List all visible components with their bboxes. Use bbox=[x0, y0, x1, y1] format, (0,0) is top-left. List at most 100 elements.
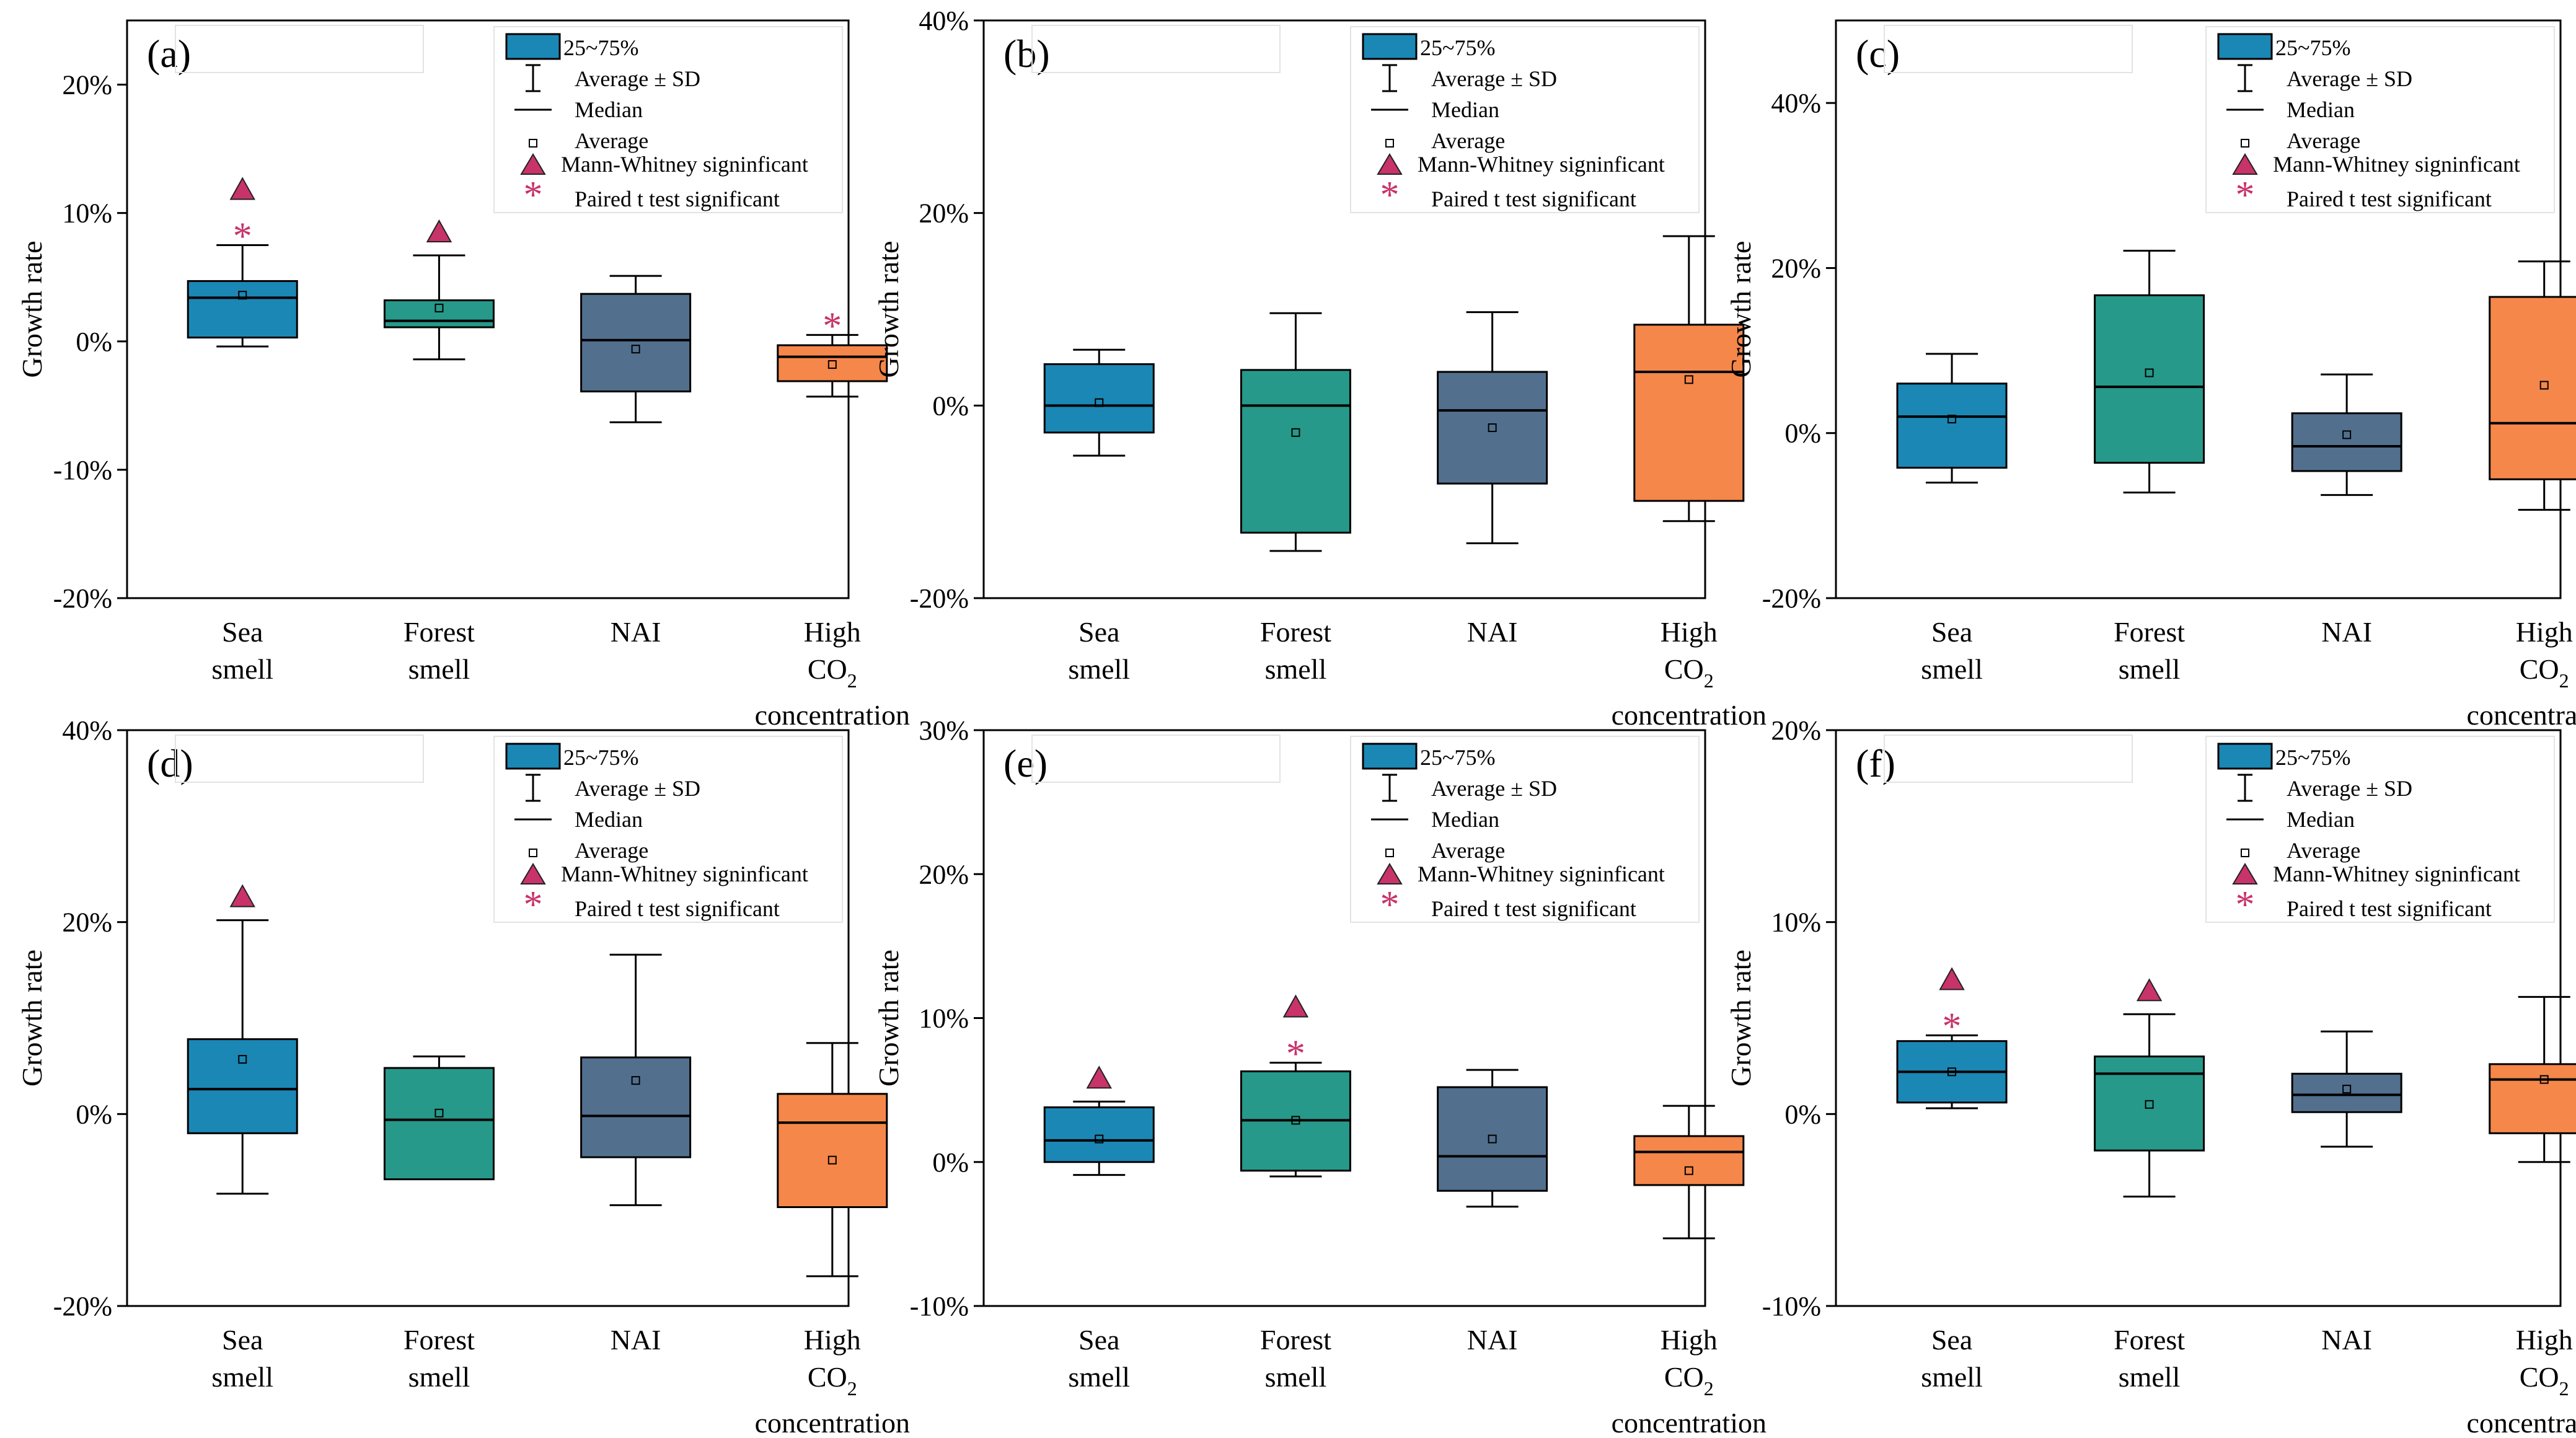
category-label-line1: High bbox=[2516, 1324, 2573, 1356]
y-tick-label: -20% bbox=[910, 583, 969, 614]
plot-frame bbox=[126, 729, 850, 1307]
legend-mann-whitney-label: Mann-Whitney signinficant bbox=[561, 862, 808, 886]
iqr-box bbox=[1633, 1135, 1745, 1186]
legend-mann-whitney-label: Mann-Whitney signinficant bbox=[1418, 152, 1665, 177]
y-tick-label: -10% bbox=[53, 455, 112, 485]
legend-paired-t-label: Paired t test significant bbox=[1431, 896, 1636, 921]
legend-paired-t-symbol: * bbox=[2236, 884, 2255, 926]
legend-sd-label: Average ± SD bbox=[575, 66, 700, 91]
category-label-line3: concentration bbox=[755, 1407, 910, 1438]
legend-paired-t-symbol: * bbox=[1380, 884, 1400, 926]
y-tick-label: 0% bbox=[76, 1099, 112, 1129]
iqr-box bbox=[580, 1056, 692, 1158]
category-label-line1: NAI bbox=[2321, 616, 2372, 648]
legend-mann-whitney-symbol bbox=[1377, 863, 1403, 884]
category-label-line2: smell bbox=[2119, 653, 2181, 685]
iqr-box bbox=[2489, 296, 2576, 480]
y-tick-label: 20% bbox=[919, 859, 969, 889]
category-label-line2: smell bbox=[1921, 653, 1983, 685]
legend-average-symbol bbox=[529, 139, 537, 148]
legend-mann-whitney-label: Mann-Whitney signinficant bbox=[1418, 862, 1665, 886]
mann-whitney-marker bbox=[2136, 978, 2163, 1002]
category-label-line1: Sea bbox=[1931, 616, 1972, 648]
box-3 bbox=[2489, 260, 2576, 511]
category-label-line2: smell bbox=[1068, 653, 1130, 685]
box-0 bbox=[1896, 353, 2008, 484]
iqr-box bbox=[1896, 382, 2008, 469]
box-0 bbox=[1043, 1065, 1155, 1176]
category-label-co: CO bbox=[2520, 1361, 2559, 1393]
category-label-co: CO bbox=[808, 1361, 847, 1393]
y-tick-label: 20% bbox=[1771, 253, 1821, 283]
legend: 25~75% Average ± SD Median AverageMann-Whit… bbox=[493, 736, 843, 926]
category-label-line3: concentration bbox=[1612, 1407, 1767, 1438]
iqr-box bbox=[777, 344, 888, 382]
y-axis-label: Growth rate bbox=[16, 241, 48, 378]
iqr-box bbox=[777, 1093, 888, 1209]
iqr-box bbox=[1437, 371, 1548, 485]
y-tick-label: 0% bbox=[76, 327, 112, 357]
legend-median-label: Median bbox=[2287, 807, 2355, 832]
legend-box-swatch bbox=[505, 743, 561, 770]
category-label-sub: 2 bbox=[2559, 669, 2569, 692]
category-label-line1: Forest bbox=[404, 1324, 475, 1356]
legend-paired-t-label: Paired t test significant bbox=[1431, 187, 1636, 211]
iqr-box bbox=[2489, 1063, 2576, 1134]
legend-median-label: Median bbox=[575, 97, 643, 122]
legend-median-label: Median bbox=[1431, 807, 1499, 832]
panel-f: -10% 0% 10% 20% Growth rate (f) * Sea smell Fores… bbox=[1725, 715, 2576, 1438]
category-label-line1: NAI bbox=[611, 616, 661, 648]
panel-label: (c) bbox=[1856, 32, 1900, 76]
y-axis-label: Growth rate bbox=[16, 950, 48, 1087]
legend-box-label: 25~75% bbox=[563, 35, 638, 60]
category-label-co: CO bbox=[1664, 1361, 1704, 1393]
category-label-line1: Forest bbox=[404, 616, 475, 648]
category-label-line1: NAI bbox=[611, 1324, 661, 1356]
category-label-line1: Sea bbox=[1931, 1324, 1972, 1356]
legend-mann-whitney-symbol bbox=[1377, 153, 1403, 175]
legend-average-label: Average bbox=[2287, 128, 2360, 153]
legend-mann-whitney-symbol bbox=[2232, 863, 2258, 884]
box-1 bbox=[1240, 312, 1351, 552]
iqr-box bbox=[1437, 1086, 1548, 1192]
category-label-line2: smell bbox=[1068, 1361, 1130, 1393]
legend-box-label: 25~75% bbox=[1420, 745, 1495, 770]
panel-label: (d) bbox=[147, 741, 193, 785]
mean-marker bbox=[1488, 1134, 1497, 1144]
paired-t-marker: * bbox=[1943, 1005, 1962, 1048]
category-label-line1: High bbox=[2516, 616, 2573, 648]
category-label-line2: CO2 bbox=[2520, 653, 2569, 692]
box-3 bbox=[1633, 235, 1745, 523]
category-label-sub: 2 bbox=[847, 1377, 857, 1400]
box-2 bbox=[580, 275, 692, 423]
mann-whitney-marker bbox=[1086, 1065, 1112, 1089]
plot-frame bbox=[126, 19, 850, 599]
category-label-line3: concentration bbox=[2467, 1407, 2576, 1438]
mean-marker bbox=[2342, 430, 2352, 439]
category-label-line3: concentration bbox=[755, 699, 910, 731]
legend-paired-t-label: Paired t test significant bbox=[575, 187, 780, 211]
category-label-line2: smell bbox=[2119, 1361, 2181, 1393]
category-label-line1: High bbox=[1661, 616, 1718, 648]
panel-label: (a) bbox=[147, 32, 191, 76]
box-0 bbox=[1043, 348, 1155, 457]
legend-paired-t-symbol: * bbox=[524, 884, 543, 926]
category-label-sub: 2 bbox=[1704, 1377, 1714, 1400]
legend-mann-whitney-symbol bbox=[520, 153, 546, 175]
category-label-line2: CO2 bbox=[1664, 1361, 1714, 1400]
box-0 bbox=[187, 884, 298, 1195]
legend: 25~75% Average ± SD Median AverageMann-Whit… bbox=[1350, 26, 1700, 216]
y-tick-label: 0% bbox=[1784, 1099, 1821, 1129]
box-2 bbox=[2291, 1030, 2402, 1148]
box-1: * bbox=[1240, 994, 1351, 1178]
category-label-line2: CO2 bbox=[2520, 1361, 2569, 1400]
mean-marker bbox=[1488, 423, 1497, 433]
legend-mann-whitney-symbol bbox=[2232, 153, 2258, 175]
box-2 bbox=[2291, 373, 2402, 496]
y-axis-label: Growth rate bbox=[873, 241, 904, 378]
mean-marker bbox=[1947, 415, 1957, 424]
legend-box-label: 25~75% bbox=[2275, 35, 2350, 60]
box-1 bbox=[383, 1055, 495, 1181]
category-label-sub: 2 bbox=[2559, 1377, 2569, 1400]
iqr-box bbox=[187, 280, 298, 339]
